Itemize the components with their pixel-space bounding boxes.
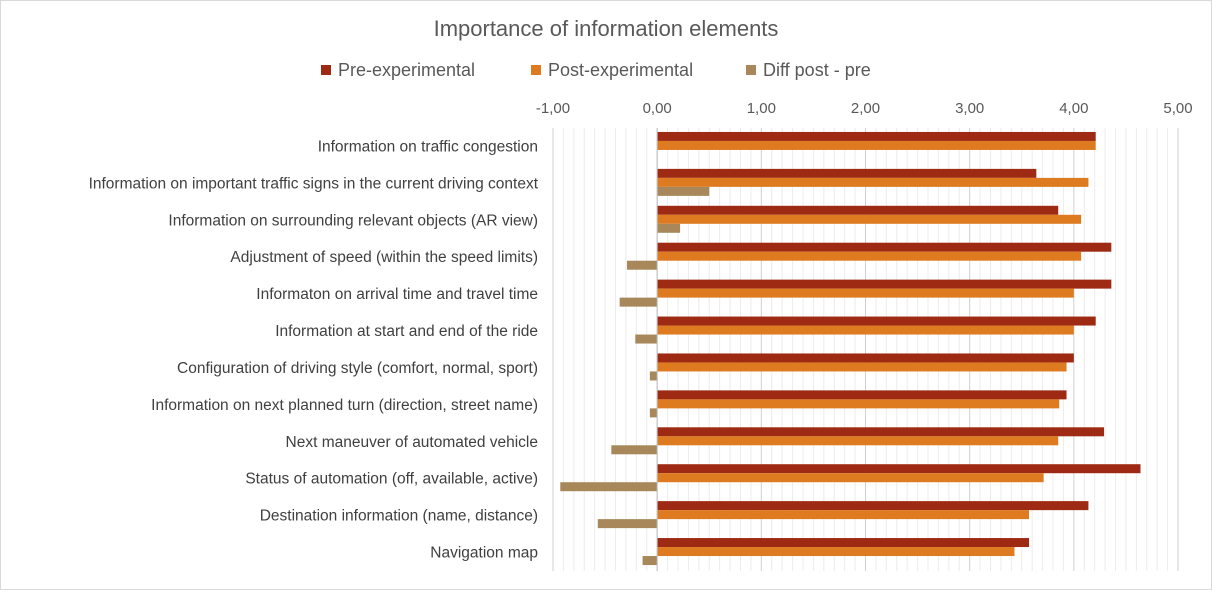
bar-pre-experimental-11[interactable] [657,538,1030,548]
category-label: Configuration of driving style (comfort,… [177,360,538,377]
x-tick-label: 5,00 [1163,100,1192,117]
bar-diff-post-pre-8[interactable] [611,445,658,455]
bar-diff-post-pre-7[interactable] [649,408,658,418]
category-label: Status of automation (off, available, ac… [245,471,538,488]
legend-label-0: Pre-experimental [338,60,475,80]
bar-pre-experimental-9[interactable] [657,464,1141,474]
category-label: Next maneuver of automated vehicle [286,434,538,451]
legend-swatch-1 [531,65,541,75]
x-tick-label: 3,00 [955,100,984,117]
bar-pre-experimental-5[interactable] [657,316,1096,326]
x-tick-label: 0,00 [643,100,672,117]
category-label: Information on next planned turn (direct… [151,397,538,414]
bar-post-experimental-8[interactable] [657,436,1059,446]
x-tick-label: -1,00 [536,100,570,117]
bar-pre-experimental-6[interactable] [657,353,1074,363]
legend-swatch-0 [321,65,331,75]
bar-pre-experimental-1[interactable] [657,168,1037,178]
bar-post-experimental-0[interactable] [657,140,1096,150]
bar-post-experimental-3[interactable] [657,251,1082,261]
category-label: Navigation map [430,545,538,562]
bar-pre-experimental-7[interactable] [657,390,1067,400]
category-label: Destination information (name, distance) [260,508,538,525]
bar-diff-post-pre-10[interactable] [597,519,658,529]
x-tick-label: 1,00 [747,100,776,117]
category-label: Adjustment of speed (within the speed li… [230,249,538,266]
bar-diff-post-pre-9[interactable] [560,482,658,492]
bar-diff-post-pre-5[interactable] [635,334,658,344]
bar-diff-post-pre-11[interactable] [642,556,658,566]
bar-post-experimental-6[interactable] [657,362,1067,372]
bar-pre-experimental-2[interactable] [657,205,1059,215]
bar-post-experimental-2[interactable] [657,214,1082,224]
category-label: Informaton on arrival time and travel ti… [256,286,538,303]
chart-title: Importance of information elements [434,16,779,41]
category-label: Information on traffic congestion [318,138,538,155]
bar-pre-experimental-4[interactable] [657,279,1112,289]
bar-post-experimental-5[interactable] [657,325,1074,335]
bar-diff-post-pre-1[interactable] [657,186,710,196]
x-tick-label: 2,00 [851,100,880,117]
bar-diff-post-pre-4[interactable] [619,297,658,307]
bar-pre-experimental-0[interactable] [657,131,1096,141]
legend-swatch-2 [746,65,756,75]
legend-label-1: Post-experimental [548,60,693,80]
bar-post-experimental-9[interactable] [657,473,1044,483]
legend-label-2: Diff post - pre [763,60,871,80]
bar-diff-post-pre-2[interactable] [657,223,681,233]
bar-post-experimental-7[interactable] [657,399,1060,409]
category-label: Information on surrounding relevant obje… [168,212,538,229]
bar-pre-experimental-3[interactable] [657,242,1112,252]
bar-post-experimental-4[interactable] [657,288,1074,298]
bar-pre-experimental-8[interactable] [657,427,1105,437]
category-label: Information on important traffic signs i… [89,175,539,192]
bar-pre-experimental-10[interactable] [657,501,1089,511]
bar-post-experimental-1[interactable] [657,177,1089,187]
bar-diff-post-pre-3[interactable] [626,260,658,270]
bar-post-experimental-10[interactable] [657,510,1030,520]
x-tick-label: 4,00 [1059,100,1088,117]
bar-post-experimental-11[interactable] [657,547,1015,557]
bar-diff-post-pre-6[interactable] [649,371,658,381]
category-label: Information at start and end of the ride [275,323,538,340]
